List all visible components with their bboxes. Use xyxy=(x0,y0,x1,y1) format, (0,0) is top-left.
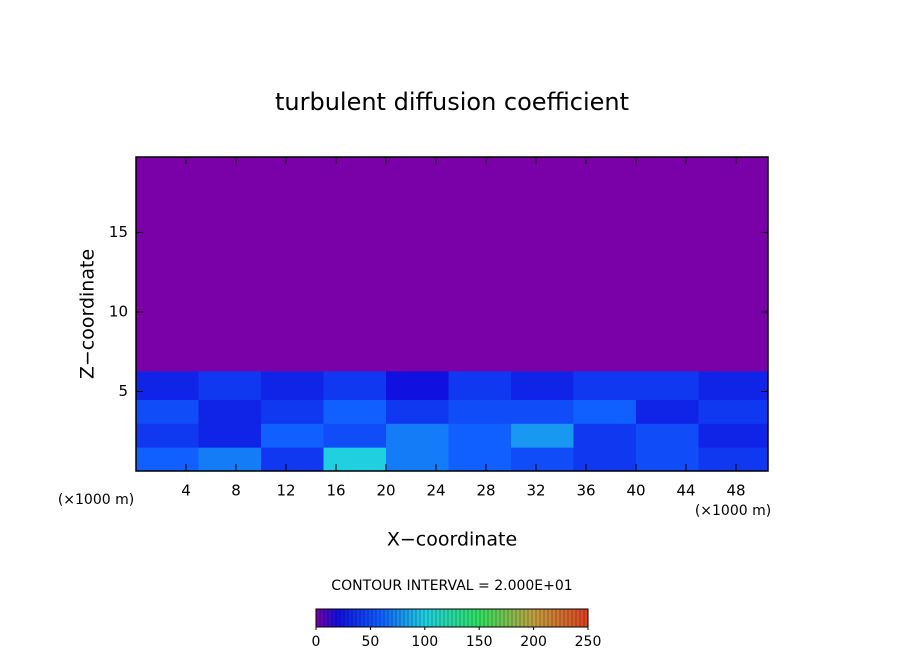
x-tick-label: 4 xyxy=(181,482,191,500)
heatmap-cell xyxy=(573,447,637,472)
y-tick-label: 15 xyxy=(109,223,128,241)
contour-interval: CONTOUR INTERVAL = 2.000E+01 xyxy=(331,578,572,594)
colorbar-tick-label: 0 xyxy=(312,634,321,650)
heatmap-cell xyxy=(198,370,262,400)
heatmap-cell xyxy=(573,157,637,372)
heatmap-cell xyxy=(323,370,387,400)
heatmap-cell xyxy=(448,370,512,400)
heatmap-cell xyxy=(511,399,574,424)
heatmap-cell xyxy=(511,157,574,372)
heatmap-cell xyxy=(136,370,199,400)
x-tick-label: 12 xyxy=(276,482,295,500)
heatmap-cell xyxy=(198,423,262,448)
y-tick-label: 10 xyxy=(109,303,128,321)
heatmap-cell xyxy=(511,423,574,448)
heatmap-cell xyxy=(136,447,199,472)
colorbar-tick-label: 50 xyxy=(361,634,379,650)
x-unit-label: (×1000 m) xyxy=(695,503,771,519)
heatmap-cell xyxy=(636,157,699,372)
x-tick-label: 20 xyxy=(376,482,395,500)
x-tick-label: 36 xyxy=(576,482,595,500)
heatmap-cell xyxy=(636,447,699,472)
heatmap-cell xyxy=(636,370,699,400)
heatmap-cell xyxy=(386,423,449,448)
colorbar-tick-label: 200 xyxy=(520,634,547,650)
heatmap-cell xyxy=(261,157,324,372)
x-tick-label: 8 xyxy=(231,482,241,500)
heatmap-cell xyxy=(573,423,637,448)
x-tick-label: 40 xyxy=(626,482,645,500)
colorbar-tick-label: 250 xyxy=(575,634,602,650)
heatmap-cell xyxy=(198,399,262,424)
heatmap-cell xyxy=(448,423,512,448)
heatmap-cell xyxy=(698,447,769,472)
x-axis-label: X−coordinate xyxy=(387,529,517,551)
heatmap-cell xyxy=(636,423,699,448)
x-unit-label: (×1000 m) xyxy=(58,492,134,508)
x-tick-label: 32 xyxy=(526,482,545,500)
heatmap-cell xyxy=(323,423,387,448)
y-axis-label: Z−coordinate xyxy=(77,249,99,379)
heatmap-cell xyxy=(136,157,199,372)
x-tick-label: 24 xyxy=(426,482,445,500)
heatmap-cell xyxy=(198,157,262,372)
x-tick-label: 28 xyxy=(476,482,495,500)
heatmap-cell xyxy=(386,370,449,400)
heatmap-cell xyxy=(636,399,699,424)
heatmap-cell xyxy=(261,370,324,400)
heatmap-cell xyxy=(261,423,324,448)
heatmap-cell xyxy=(261,447,324,472)
heatmap-cell xyxy=(448,157,512,372)
heatmap-cell xyxy=(448,447,512,472)
heatmap-cell xyxy=(386,157,449,372)
heatmap-cell xyxy=(136,423,199,448)
heatmap-cell xyxy=(698,157,769,372)
chart-title: turbulent diffusion coefficient xyxy=(275,88,629,116)
heatmap-cell xyxy=(511,370,574,400)
heatmap-cell xyxy=(198,447,262,472)
heatmap-cell xyxy=(573,399,637,424)
x-tick-label: 16 xyxy=(326,482,345,500)
heatmap-cell xyxy=(386,447,449,472)
heatmap-cell xyxy=(511,447,574,472)
heatmap-cell xyxy=(386,399,449,424)
heatmap-cell xyxy=(698,370,769,400)
colorbar-tick-label: 150 xyxy=(466,634,493,650)
heatmap-cell xyxy=(323,399,387,424)
heatmap-cell xyxy=(698,399,769,424)
x-tick-label: 48 xyxy=(726,482,745,500)
heatmap-cell xyxy=(573,370,637,400)
heatmap-cell xyxy=(136,399,199,424)
heatmap-cell xyxy=(448,399,512,424)
heatmap-cell xyxy=(698,423,769,448)
heatmap-cell xyxy=(323,447,387,472)
colorbar-tick-label: 100 xyxy=(411,634,438,650)
heatmap-cell xyxy=(261,399,324,424)
heatmap-cell xyxy=(323,157,387,372)
y-tick-label: 5 xyxy=(118,382,128,400)
x-tick-label: 44 xyxy=(676,482,695,500)
plot-frame xyxy=(135,156,769,472)
